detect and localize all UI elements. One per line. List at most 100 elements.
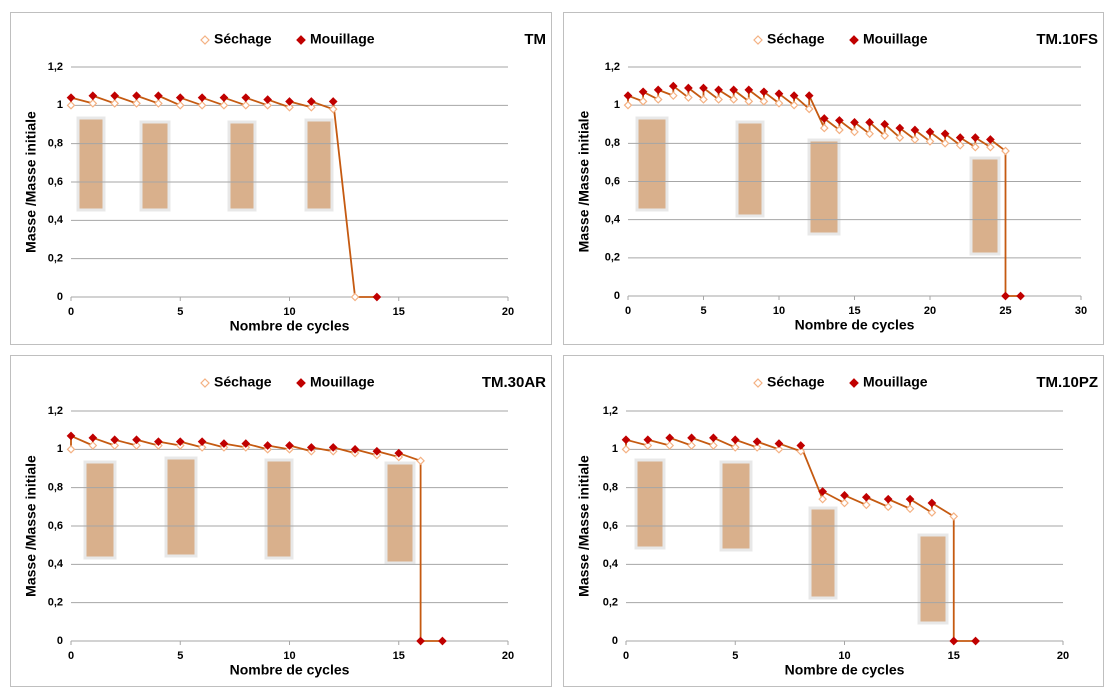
mouillage-point [687, 433, 696, 443]
x-axis-label: Nombre de cycles [230, 662, 350, 678]
sample-photo [384, 461, 416, 565]
sechage-point [197, 443, 207, 452]
mouillage-point [1001, 291, 1010, 301]
mouillage-point [752, 437, 762, 447]
legend-marker [753, 35, 763, 45]
mouillage-point [850, 117, 859, 127]
legend-label: Mouillage [310, 374, 375, 390]
connecting-segment [763, 91, 780, 104]
sechage-point [643, 441, 653, 450]
legend-marker [753, 378, 763, 388]
y-tick-label: 0,2 [603, 597, 618, 609]
mouillage-point [66, 93, 76, 103]
mouillage-point [263, 441, 272, 450]
connecting-segment [245, 96, 268, 107]
mouillage-point [744, 85, 754, 95]
x-tick-label: 10 [283, 306, 295, 318]
connecting-segment [869, 121, 886, 137]
mouillage-point [154, 437, 163, 447]
sechage-point [623, 100, 633, 110]
connecting-segment [865, 496, 889, 508]
mouillage-point [668, 81, 678, 91]
connecting-segment [180, 440, 203, 449]
connecting-segment [778, 92, 795, 106]
sechage-point [927, 508, 937, 517]
mouillage-point [949, 636, 959, 646]
connecting-segment [289, 444, 312, 453]
sechage-point [699, 95, 708, 104]
mouillage-point [759, 87, 769, 97]
connecting-segment [332, 446, 356, 455]
y-tick-label: 0 [57, 635, 63, 647]
mouillage-point [285, 441, 294, 450]
mouillage-point [971, 636, 980, 646]
connecting-segment [223, 96, 247, 107]
x-tick-label: 20 [1057, 650, 1069, 662]
x-tick-label: 15 [393, 650, 405, 662]
x-axis-label: Nombre de cycles [795, 317, 915, 333]
mouillage-point [307, 97, 316, 106]
mouillage-point [154, 91, 163, 101]
sechage-point [840, 498, 849, 508]
x-tick-label: 5 [700, 305, 706, 317]
x-tick-label: 0 [623, 650, 629, 662]
y-tick-label: 0,4 [603, 558, 619, 570]
sechage-point [895, 133, 905, 142]
y-axis-label: Masse /Masse initiale [576, 110, 592, 252]
connecting-segment [808, 95, 826, 129]
connecting-segment [245, 442, 268, 451]
sechage-point [621, 444, 631, 454]
connecting-segment [823, 117, 840, 131]
y-tick-label: 0 [614, 290, 620, 302]
connecting-segment [289, 100, 312, 109]
mouillage-point [699, 83, 708, 93]
connecting-segment [691, 436, 714, 447]
sechage-point [986, 142, 995, 152]
x-tick-label: 20 [502, 650, 514, 662]
y-tick-label: 0,6 [48, 520, 63, 532]
connecting-segment [332, 101, 356, 298]
mouillage-point [372, 292, 382, 302]
connecting-segment [158, 94, 181, 107]
mouillage-point [774, 89, 784, 99]
sechage-point [416, 456, 425, 466]
mouillage-point [910, 125, 920, 135]
sechage-point [328, 104, 338, 114]
mouillage-point [643, 435, 653, 445]
y-tick-label: 0,8 [48, 482, 63, 494]
sechage-point [819, 123, 829, 133]
legend-marker [849, 378, 859, 388]
x-tick-label: 0 [68, 306, 74, 318]
y-axis-label: Masse /Masse initiale [23, 111, 39, 253]
mouillage-point [219, 93, 229, 103]
sample-photo [304, 118, 334, 212]
connecting-segment [136, 438, 159, 447]
mouillage-point [438, 636, 447, 646]
sample-photo [164, 456, 198, 558]
sechage-point [905, 504, 915, 514]
x-tick-label: 15 [393, 306, 405, 318]
sechage-point [687, 441, 696, 450]
sechage-point [175, 100, 185, 110]
mouillage-point [66, 431, 76, 441]
mouillage-point [729, 85, 739, 95]
connecting-segment [70, 435, 94, 447]
connecting-segment [70, 96, 94, 105]
connecting-segment [931, 502, 955, 518]
mouillage-point [1016, 291, 1025, 301]
mouillage-point [88, 433, 98, 443]
x-tick-label: 0 [68, 650, 74, 662]
sechage-point [88, 99, 98, 108]
connecting-segment [748, 89, 765, 103]
connecting-segment [944, 133, 961, 146]
sechage-point [925, 137, 935, 146]
sechage-point [804, 104, 814, 114]
y-tick-label: 0,2 [48, 253, 63, 265]
mouillage-point [804, 91, 814, 100]
sample-photo [83, 460, 117, 560]
y-tick-label: 0,6 [603, 520, 618, 532]
x-tick-label: 25 [999, 305, 1011, 317]
mouillage-point [307, 443, 316, 452]
connecting-segment [853, 121, 871, 135]
